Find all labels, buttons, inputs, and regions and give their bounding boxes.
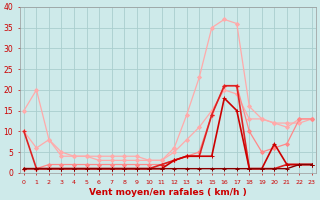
X-axis label: Vent moyen/en rafales ( km/h ): Vent moyen/en rafales ( km/h ) <box>89 188 247 197</box>
